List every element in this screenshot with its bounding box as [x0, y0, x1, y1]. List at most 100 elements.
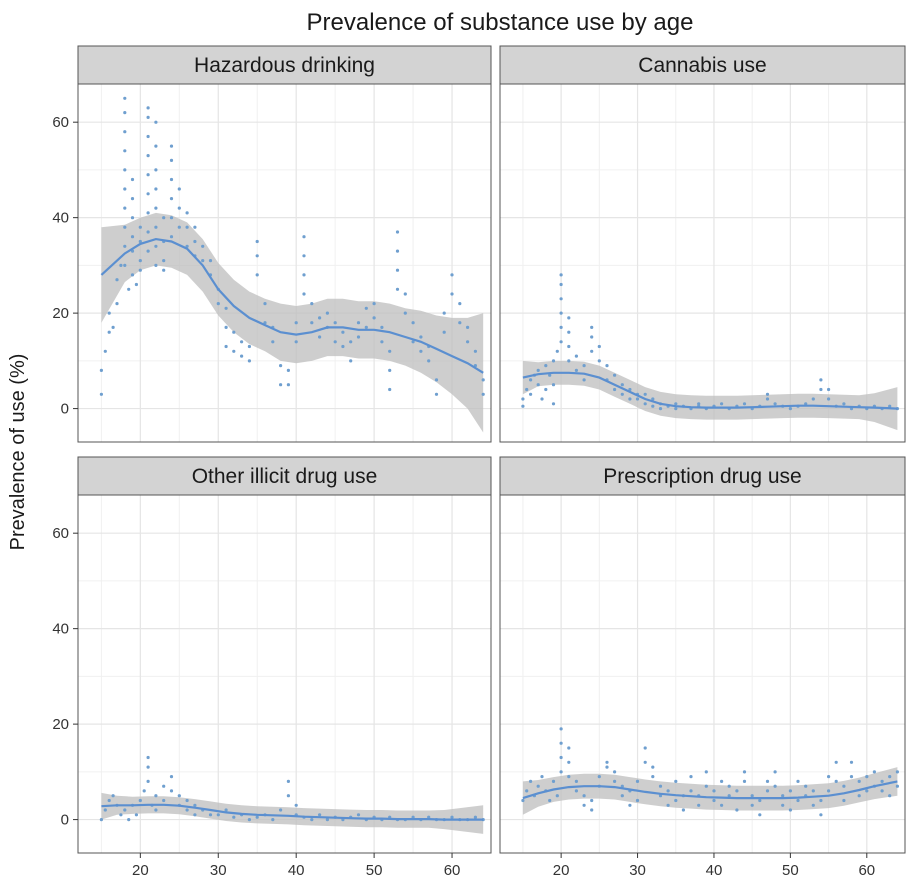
data-point [169, 235, 174, 239]
data-point [559, 741, 563, 745]
y-tick-label: 0 [61, 401, 69, 418]
data-point [154, 244, 158, 248]
data-point [185, 244, 189, 248]
panel-strip-label: Prescription drug use [603, 465, 801, 488]
data-point [574, 368, 579, 372]
data-point [849, 760, 854, 764]
data-point [712, 789, 716, 793]
data-point [279, 808, 283, 812]
data-point [134, 282, 138, 287]
data-point [115, 302, 119, 306]
data-point [590, 325, 594, 329]
data-point [819, 387, 823, 392]
data-point [193, 225, 197, 229]
data-point [294, 803, 298, 807]
data-point [185, 808, 189, 812]
x-tick-label: 60 [858, 862, 875, 879]
data-point [773, 770, 777, 774]
data-point [849, 775, 854, 779]
data-point [857, 794, 861, 798]
data-point [146, 211, 150, 215]
data-point [827, 397, 831, 401]
data-point [643, 402, 647, 406]
data-point [559, 340, 563, 344]
data-point [208, 813, 213, 817]
data-point [146, 755, 150, 760]
data-point [201, 259, 205, 263]
data-point [154, 144, 158, 148]
data-point [240, 354, 244, 358]
data-point [216, 302, 220, 306]
x-tick-label: 20 [132, 862, 149, 879]
data-point [466, 325, 470, 329]
data-point [263, 302, 267, 306]
data-point [146, 173, 150, 177]
data-point [434, 378, 439, 382]
data-point [727, 794, 731, 798]
data-point [842, 798, 846, 803]
panel-strip [499, 45, 906, 85]
data-point [232, 815, 236, 819]
x-tick-label: 50 [366, 862, 383, 879]
data-point [559, 770, 563, 774]
data-point [567, 316, 571, 320]
data-point [674, 402, 678, 406]
data-point [318, 813, 322, 817]
data-point [169, 216, 174, 220]
data-point [521, 798, 525, 803]
data-point [123, 96, 127, 100]
data-point [529, 779, 533, 784]
data-point [765, 392, 770, 396]
data-point [193, 239, 197, 244]
data-point [123, 244, 127, 248]
panel-2: Cannabis use [499, 45, 906, 443]
data-point [742, 770, 747, 774]
data-point [559, 311, 563, 315]
data-point [597, 344, 601, 349]
data-point [559, 282, 563, 287]
data-point [666, 789, 670, 793]
data-point [544, 364, 548, 368]
data-point [742, 402, 747, 406]
data-point [134, 813, 138, 817]
smooth-line [522, 780, 898, 800]
data-point [154, 120, 158, 124]
data-point [458, 302, 462, 306]
panel-1: Hazardous drinking 0 20 40 60 [52, 45, 492, 443]
data-point [559, 325, 563, 329]
data-point [811, 803, 815, 807]
data-point [279, 364, 283, 368]
data-point [796, 798, 800, 803]
data-point [651, 404, 655, 408]
data-point [130, 273, 135, 277]
data-point [411, 321, 415, 325]
data-point [123, 187, 127, 191]
data-point [697, 402, 701, 406]
y-tick-label: 0 [61, 812, 69, 829]
data-point [804, 784, 808, 788]
data-point [674, 779, 678, 784]
data-point [811, 397, 815, 401]
data-point [130, 177, 135, 182]
data-point [123, 149, 127, 153]
data-point [674, 798, 678, 803]
data-point [146, 779, 150, 784]
data-point [620, 392, 624, 396]
chart-title: Prevalence of substance use by age [307, 9, 694, 36]
data-point [123, 111, 127, 115]
data-point [555, 794, 559, 798]
data-point [325, 311, 329, 315]
data-point [364, 306, 368, 310]
data-point [521, 404, 525, 408]
data-point [162, 216, 166, 220]
data-point [138, 798, 142, 803]
data-point [466, 340, 470, 344]
data-point [590, 349, 594, 353]
data-point [255, 239, 259, 244]
data-point [162, 798, 166, 803]
data-point [574, 354, 579, 358]
data-point [842, 402, 846, 406]
data-point [107, 330, 111, 334]
data-point [559, 273, 563, 277]
